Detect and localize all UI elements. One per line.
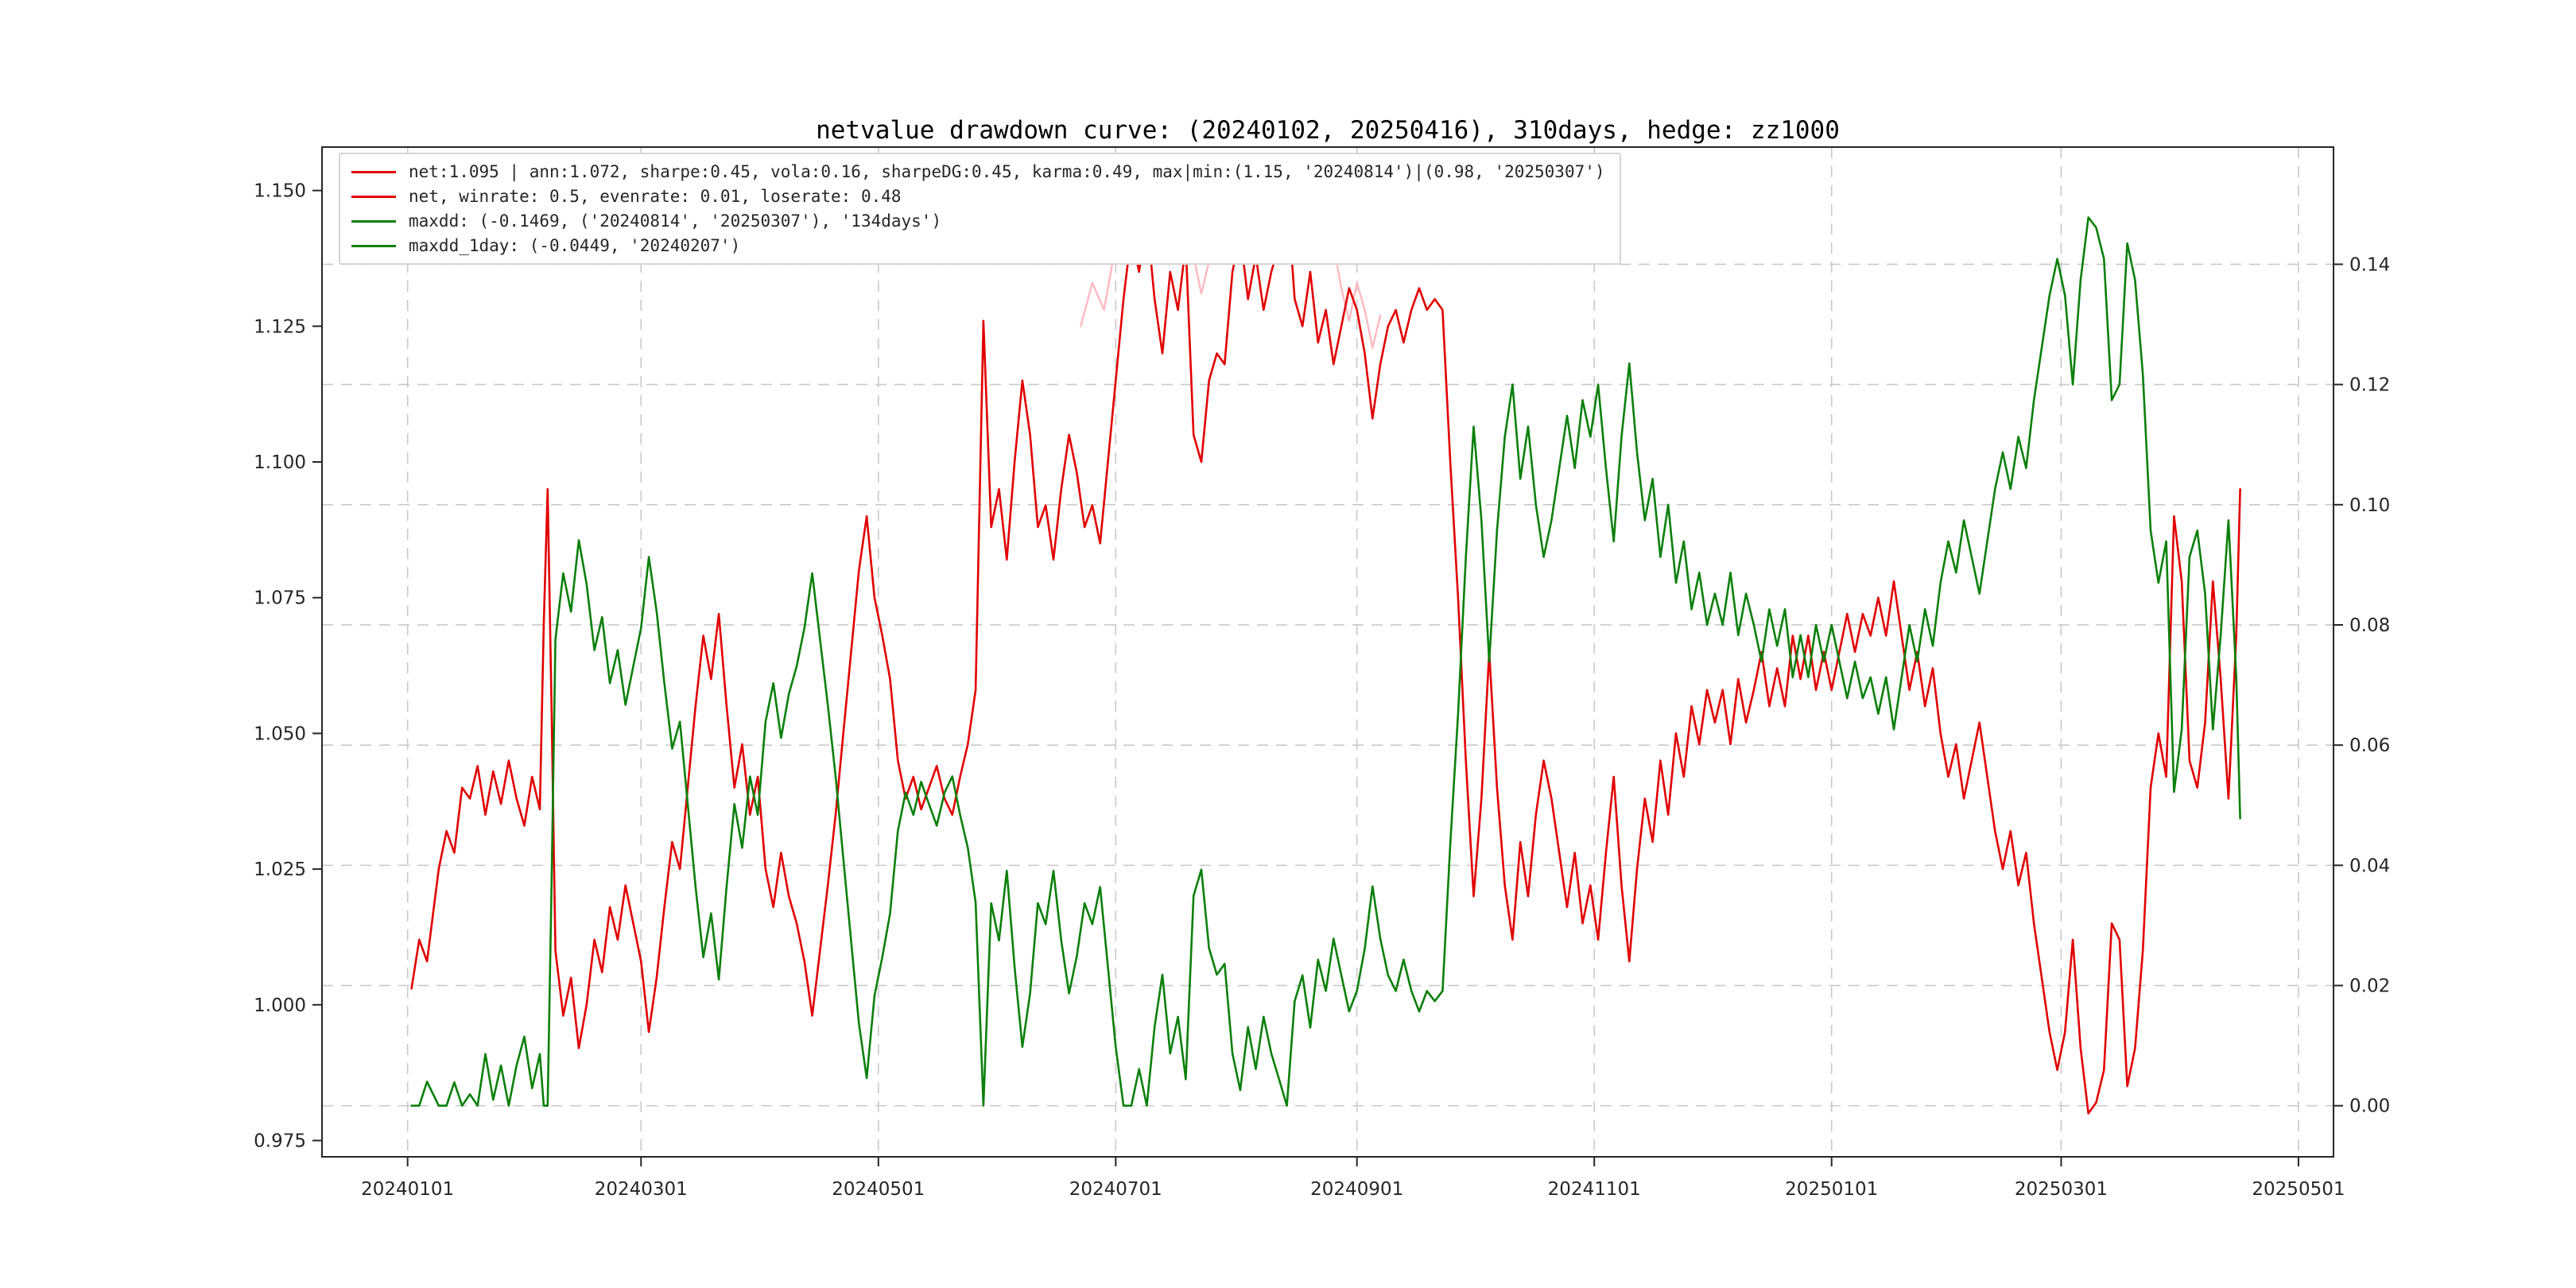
x-tick-label: 20241101 — [1548, 1179, 1641, 1200]
x-tick-label: 20250101 — [1785, 1179, 1878, 1200]
chart-title: netvalue drawdown curve: (20240102, 2025… — [816, 116, 1840, 145]
y-right-tick-label: 0.12 — [2349, 375, 2390, 396]
legend-label: maxdd: (-0.1469, ('20240814', '20250307'… — [409, 211, 942, 231]
legend-item-maxdd-1day: maxdd_1day: (-0.0449, '20240207') — [351, 236, 1605, 255]
net-line-sample — [351, 170, 396, 173]
y-left-tick-label: 1.125 — [254, 316, 306, 337]
legend-label: net, winrate: 0.5, evenrate: 0.01, loser… — [409, 187, 902, 206]
x-tick-label: 20240501 — [832, 1179, 925, 1200]
y-right-tick-label: 0.04 — [2349, 855, 2390, 876]
y-right-tick-label: 0.00 — [2349, 1096, 2390, 1117]
y-left-tick-label: 0.975 — [254, 1131, 306, 1152]
y-right-tick-label: 0.10 — [2349, 495, 2390, 516]
x-tick-label: 20250301 — [2015, 1179, 2108, 1200]
net-line — [410, 189, 2241, 1115]
y-left-tick-label: 1.025 — [254, 859, 306, 880]
y-left-tick-label: 1.000 — [254, 995, 306, 1016]
y-right-tick-label: 0.08 — [2349, 615, 2390, 636]
y-right-tick-label: 0.06 — [2349, 735, 2390, 756]
y-left-tick-label: 1.150 — [254, 181, 306, 202]
maxdd-line — [410, 216, 2241, 1107]
legend: net:1.095 | ann:1.072, sharpe:0.45, vola… — [339, 153, 1621, 265]
legend-item-net-stats: net:1.095 | ann:1.072, sharpe:0.45, vola… — [351, 162, 1605, 181]
x-tick-label: 20240101 — [361, 1179, 454, 1200]
legend-label: net:1.095 | ann:1.072, sharpe:0.45, vola… — [409, 162, 1605, 181]
legend-item-maxdd: maxdd: (-0.1469, ('20240814', '20250307'… — [351, 211, 1605, 231]
maxdd-1day-line-sample — [351, 244, 396, 247]
x-tick-label: 20240901 — [1310, 1179, 1403, 1200]
y-right-tick-label: 0.02 — [2349, 976, 2390, 997]
y-left-tick-label: 1.075 — [254, 588, 306, 609]
maxdd-line-sample — [351, 219, 396, 223]
net-line-sample — [351, 195, 396, 198]
y-right-tick-label: 0.14 — [2349, 254, 2390, 275]
x-tick-label: 20250501 — [2252, 1179, 2345, 1200]
legend-label: maxdd_1day: (-0.0449, '20240207') — [409, 236, 741, 255]
x-tick-label: 20240301 — [595, 1179, 688, 1200]
y-left-tick-label: 1.050 — [254, 724, 306, 744]
legend-item-net-winrate: net, winrate: 0.5, evenrate: 0.01, loser… — [351, 187, 1605, 206]
plot-border — [321, 146, 2334, 1158]
y-left-tick-label: 1.100 — [254, 452, 306, 473]
x-tick-label: 20240701 — [1069, 1179, 1162, 1200]
